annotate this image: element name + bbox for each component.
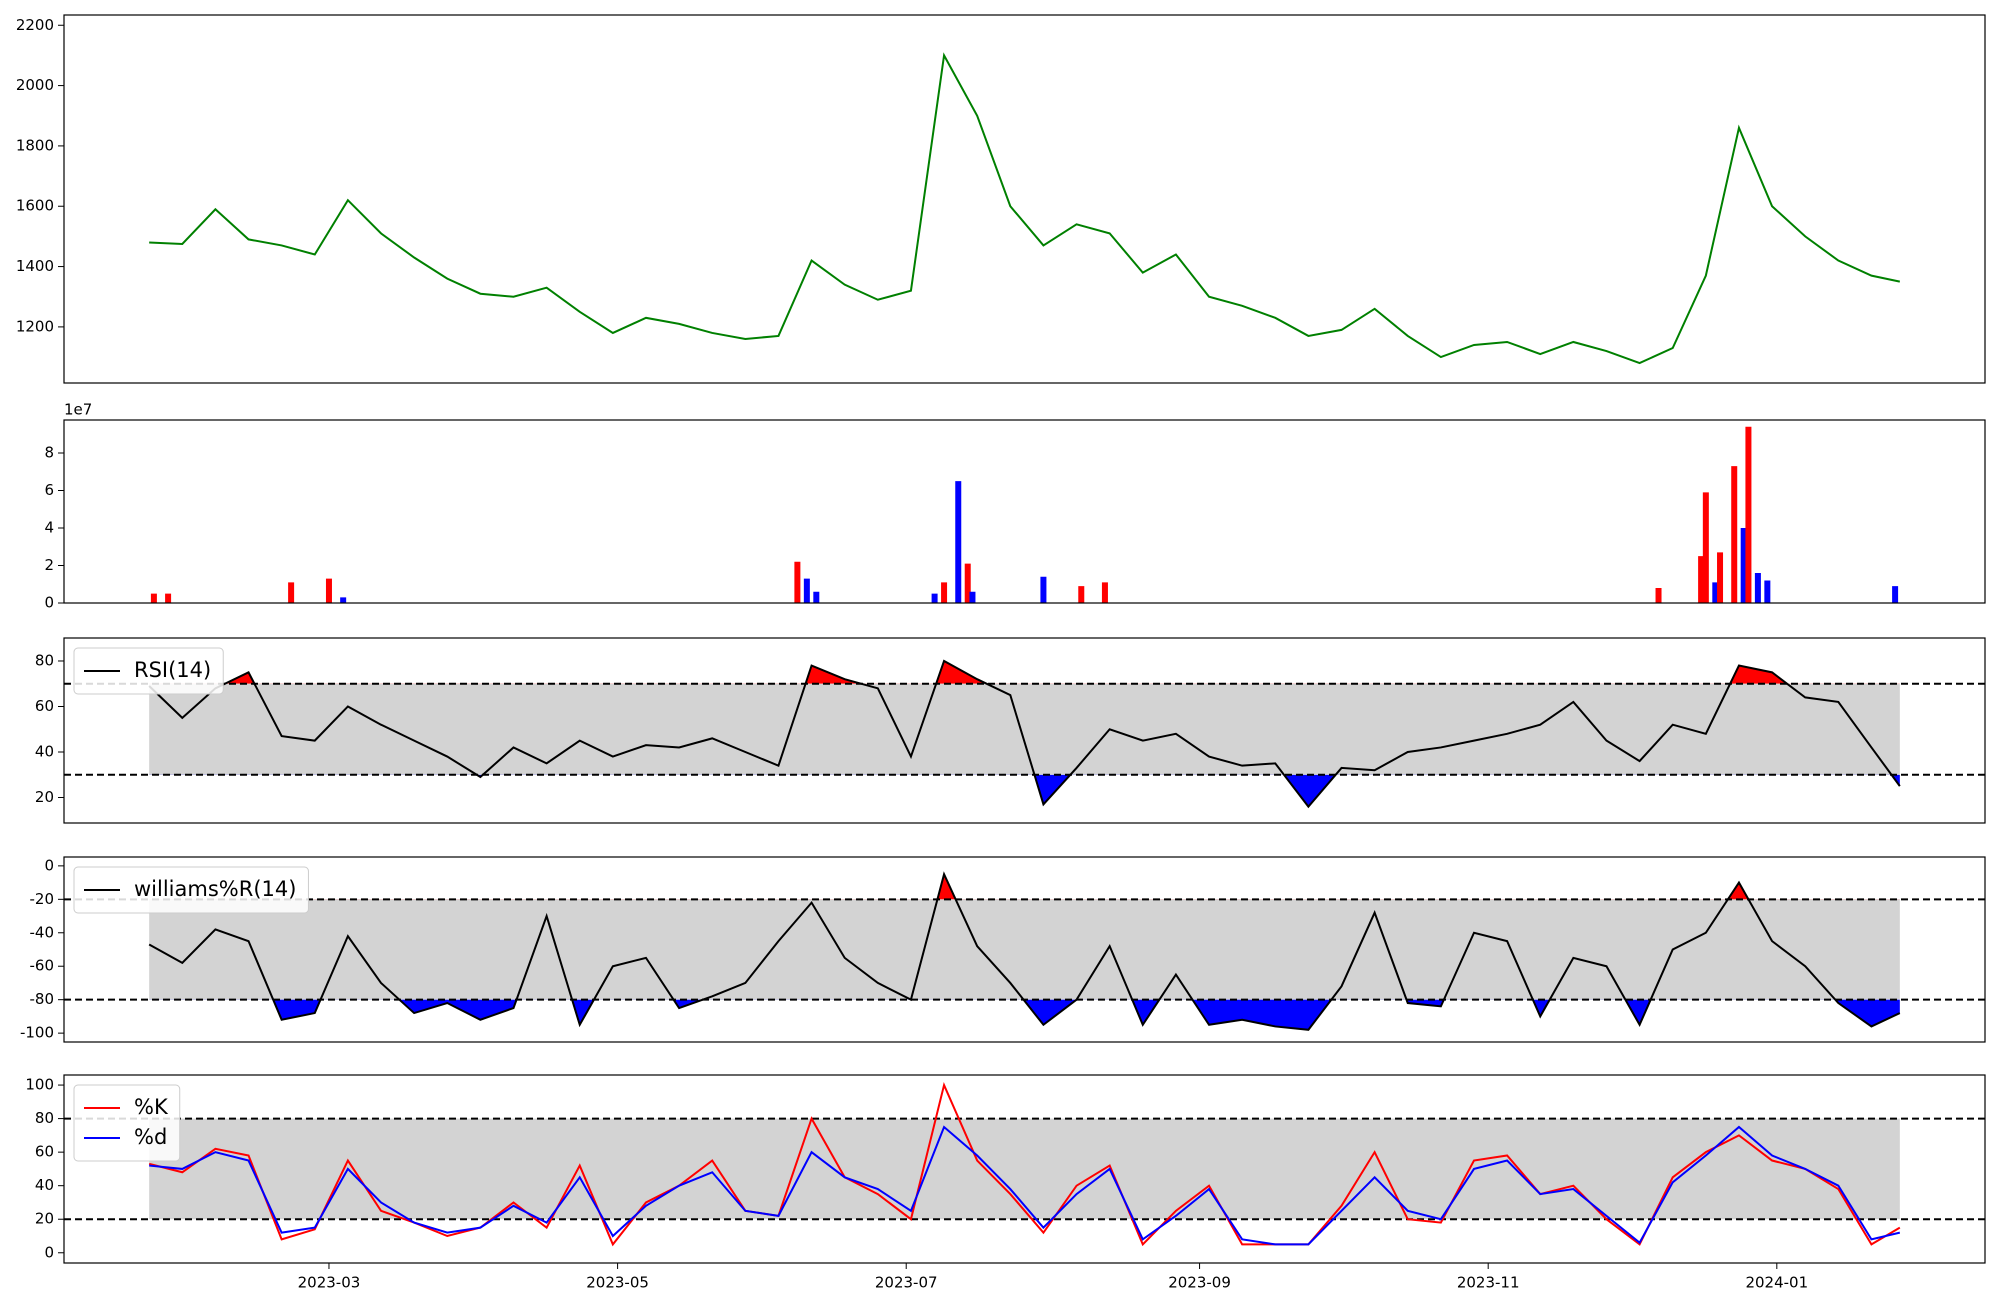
series-line — [148, 659, 1901, 809]
threshold-band — [149, 899, 1900, 1000]
y-tick-label: 40 — [35, 1176, 54, 1194]
y-tick-label: 8 — [44, 444, 54, 462]
legend-label: williams%R(14) — [134, 877, 296, 901]
y-tick-label: 1600 — [16, 197, 54, 215]
volume-bar — [1764, 580, 1771, 603]
y-tick-label: 40 — [35, 743, 54, 761]
offset-label: 1e7 — [64, 401, 92, 419]
volume-bar — [1754, 573, 1761, 603]
y-tick-label: 20 — [35, 788, 54, 806]
volume-bar — [1712, 582, 1719, 603]
x-tick-label: 2024-01 — [1745, 1274, 1808, 1292]
volume-bar — [941, 582, 948, 603]
y-tick-label: 60 — [35, 1143, 54, 1161]
volume-bar — [150, 593, 157, 603]
y-tick-label: 2000 — [16, 76, 54, 94]
volume-bar — [288, 582, 295, 603]
y-tick-label: 1200 — [16, 317, 54, 335]
volume-bar — [1655, 588, 1662, 603]
y-tick-label: 4 — [44, 519, 54, 537]
legend: williams%R(14) — [73, 866, 309, 914]
axes-frame — [63, 419, 1986, 604]
y-tick-label: 60 — [35, 697, 54, 715]
volume-bar — [1745, 426, 1752, 603]
y-tick-label: 80 — [35, 651, 54, 669]
volume-bar — [803, 578, 810, 603]
volume-bar — [1740, 528, 1747, 603]
y-tick-label: 6 — [44, 481, 54, 499]
legend-box — [73, 1084, 181, 1162]
oversold-fill — [149, 999, 1900, 1030]
legend-box — [73, 647, 224, 695]
volume-bar — [1101, 582, 1108, 603]
y-tick-label: -60 — [30, 957, 55, 975]
volume-bar — [1078, 586, 1085, 603]
axes-frame — [63, 637, 1986, 824]
threshold-band — [149, 1118, 1900, 1220]
volume-bar — [1731, 466, 1738, 603]
x-tick-label: 2023-11 — [1457, 1274, 1520, 1292]
volume-bar — [1892, 586, 1899, 603]
y-tick-label: 1800 — [16, 136, 54, 154]
y-tick-label: 80 — [35, 1109, 54, 1127]
axes-frame — [63, 14, 1986, 384]
volume-bar — [1040, 576, 1047, 603]
y-tick-label: 0 — [44, 856, 54, 874]
legend: %K %d — [73, 1084, 181, 1162]
volume-bar — [340, 597, 347, 603]
y-tick-label: 20 — [35, 1210, 54, 1228]
y-tick-label: -40 — [30, 923, 55, 941]
y-tick-label: 1400 — [16, 257, 54, 275]
series-line — [148, 871, 1901, 1031]
legend: RSI(14) — [73, 647, 224, 695]
legend-label: RSI(14) — [134, 658, 211, 682]
x-tick-label: 2023-09 — [1168, 1274, 1231, 1292]
y-tick-label: 100 — [25, 1076, 54, 1094]
legend-box — [73, 866, 309, 914]
y-tick-label: 2 — [44, 556, 54, 574]
y-tick-label: -20 — [30, 890, 55, 908]
y-tick-label: 2200 — [16, 16, 54, 34]
legend-label: %K — [134, 1095, 169, 1119]
series-line — [149, 52, 1901, 365]
x-tick-label: 2023-03 — [298, 1274, 361, 1292]
axes-frame — [63, 856, 1986, 1043]
volume-bar — [955, 481, 962, 603]
x-tick-label: 2023-07 — [875, 1274, 938, 1292]
volume-bar — [964, 563, 971, 603]
threshold-band — [149, 683, 1900, 775]
volume-bar — [1698, 556, 1705, 603]
axes-frame — [63, 1074, 1986, 1264]
volume-bar — [969, 591, 976, 603]
y-tick-label: 0 — [44, 594, 54, 612]
volume-bar — [931, 593, 938, 603]
volume-bar — [165, 593, 172, 603]
x-tick-label: 2023-05 — [586, 1274, 649, 1292]
legend-label: %d — [134, 1125, 167, 1149]
volume-bar — [325, 578, 332, 603]
y-tick-label: 0 — [44, 1243, 54, 1261]
volume-bar — [813, 591, 820, 603]
y-tick-label: -100 — [20, 1024, 54, 1042]
volume-bar — [1717, 552, 1724, 603]
volume-bar — [1702, 492, 1709, 603]
y-tick-label: -80 — [30, 990, 55, 1008]
series-line — [148, 1081, 1901, 1247]
volume-bar — [794, 561, 801, 603]
series-line — [149, 1125, 1901, 1246]
